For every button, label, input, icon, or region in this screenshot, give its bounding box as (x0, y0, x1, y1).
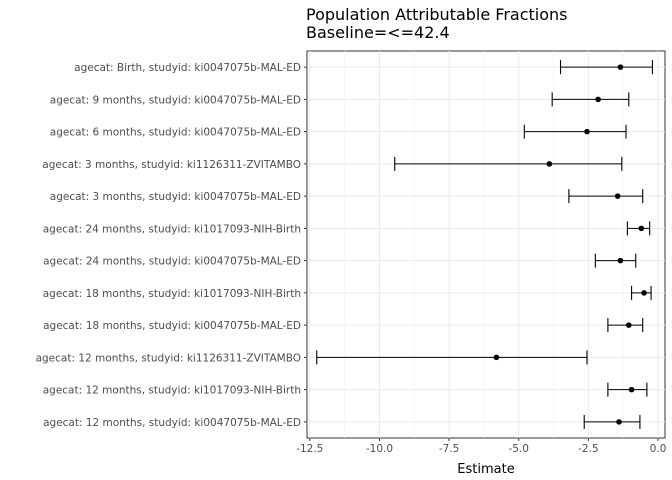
y-tick-label: agecat: 18 months, studyid: ki0047075b-M… (43, 320, 301, 332)
estimate-point (616, 419, 622, 425)
y-tick-label: agecat: Birth, studyid: ki0047075b-MAL-E… (74, 62, 301, 74)
plot-panel (306, 50, 666, 439)
chart-title: Population Attributable Fractions (306, 5, 568, 24)
y-tick-label: agecat: 24 months, studyid: ki1017093-NI… (43, 223, 301, 235)
y-tick-label: agecat: 12 months, studyid: ki1126311-ZV… (36, 352, 301, 364)
estimate-point (628, 386, 635, 393)
y-tick-label: agecat: 3 months, studyid: ki0047075b-MA… (50, 191, 301, 203)
estimate-point (638, 225, 645, 232)
x-axis-ticks: -12.5 -10.0 -7.5 -5.0 -2.5 0.0 (296, 438, 666, 455)
estimate-point (641, 290, 647, 296)
estimate-point (546, 161, 553, 167)
estimate-point (625, 322, 632, 328)
x-tick-label: -2.5 (578, 443, 599, 455)
x-tick-label: -12.5 (296, 443, 323, 455)
estimate-point (617, 64, 624, 70)
marks (316, 60, 654, 429)
y-tick-label: agecat: 18 months, studyid: ki1017093-NI… (43, 288, 301, 300)
estimate-point (617, 257, 624, 264)
estimate-point (595, 96, 601, 103)
x-tick-label: -10.0 (366, 443, 393, 455)
y-tick-label: agecat: 6 months, studyid: ki0047075b-MA… (50, 127, 301, 139)
x-tick-label: 0.0 (650, 443, 667, 455)
y-tick-label: agecat: 24 months, studyid: ki0047075b-M… (43, 256, 301, 268)
estimate-point (493, 354, 500, 361)
chart-subtitle: Baseline=<=42.4 (306, 23, 450, 42)
estimate-point (614, 193, 621, 199)
y-tick-label: agecat: 3 months, studyid: ki1126311-ZVI… (42, 159, 301, 171)
y-tick-label: agecat: 12 months, studyid: ki0047075b-M… (43, 417, 301, 429)
x-tick-label: -5.0 (508, 443, 529, 455)
estimate-point (584, 128, 590, 135)
grid (307, 51, 665, 438)
y-tick-label: agecat: 12 months, studyid: ki1017093-NI… (43, 385, 301, 397)
y-axis-labels: agecat: Birth, studyid: ki0047075b-MAL-E… (36, 62, 307, 429)
x-tick-label: -7.5 (439, 443, 460, 455)
x-axis-title: Estimate (457, 462, 514, 477)
y-tick-label: agecat: 9 months, studyid: ki0047075b-MA… (50, 94, 301, 106)
